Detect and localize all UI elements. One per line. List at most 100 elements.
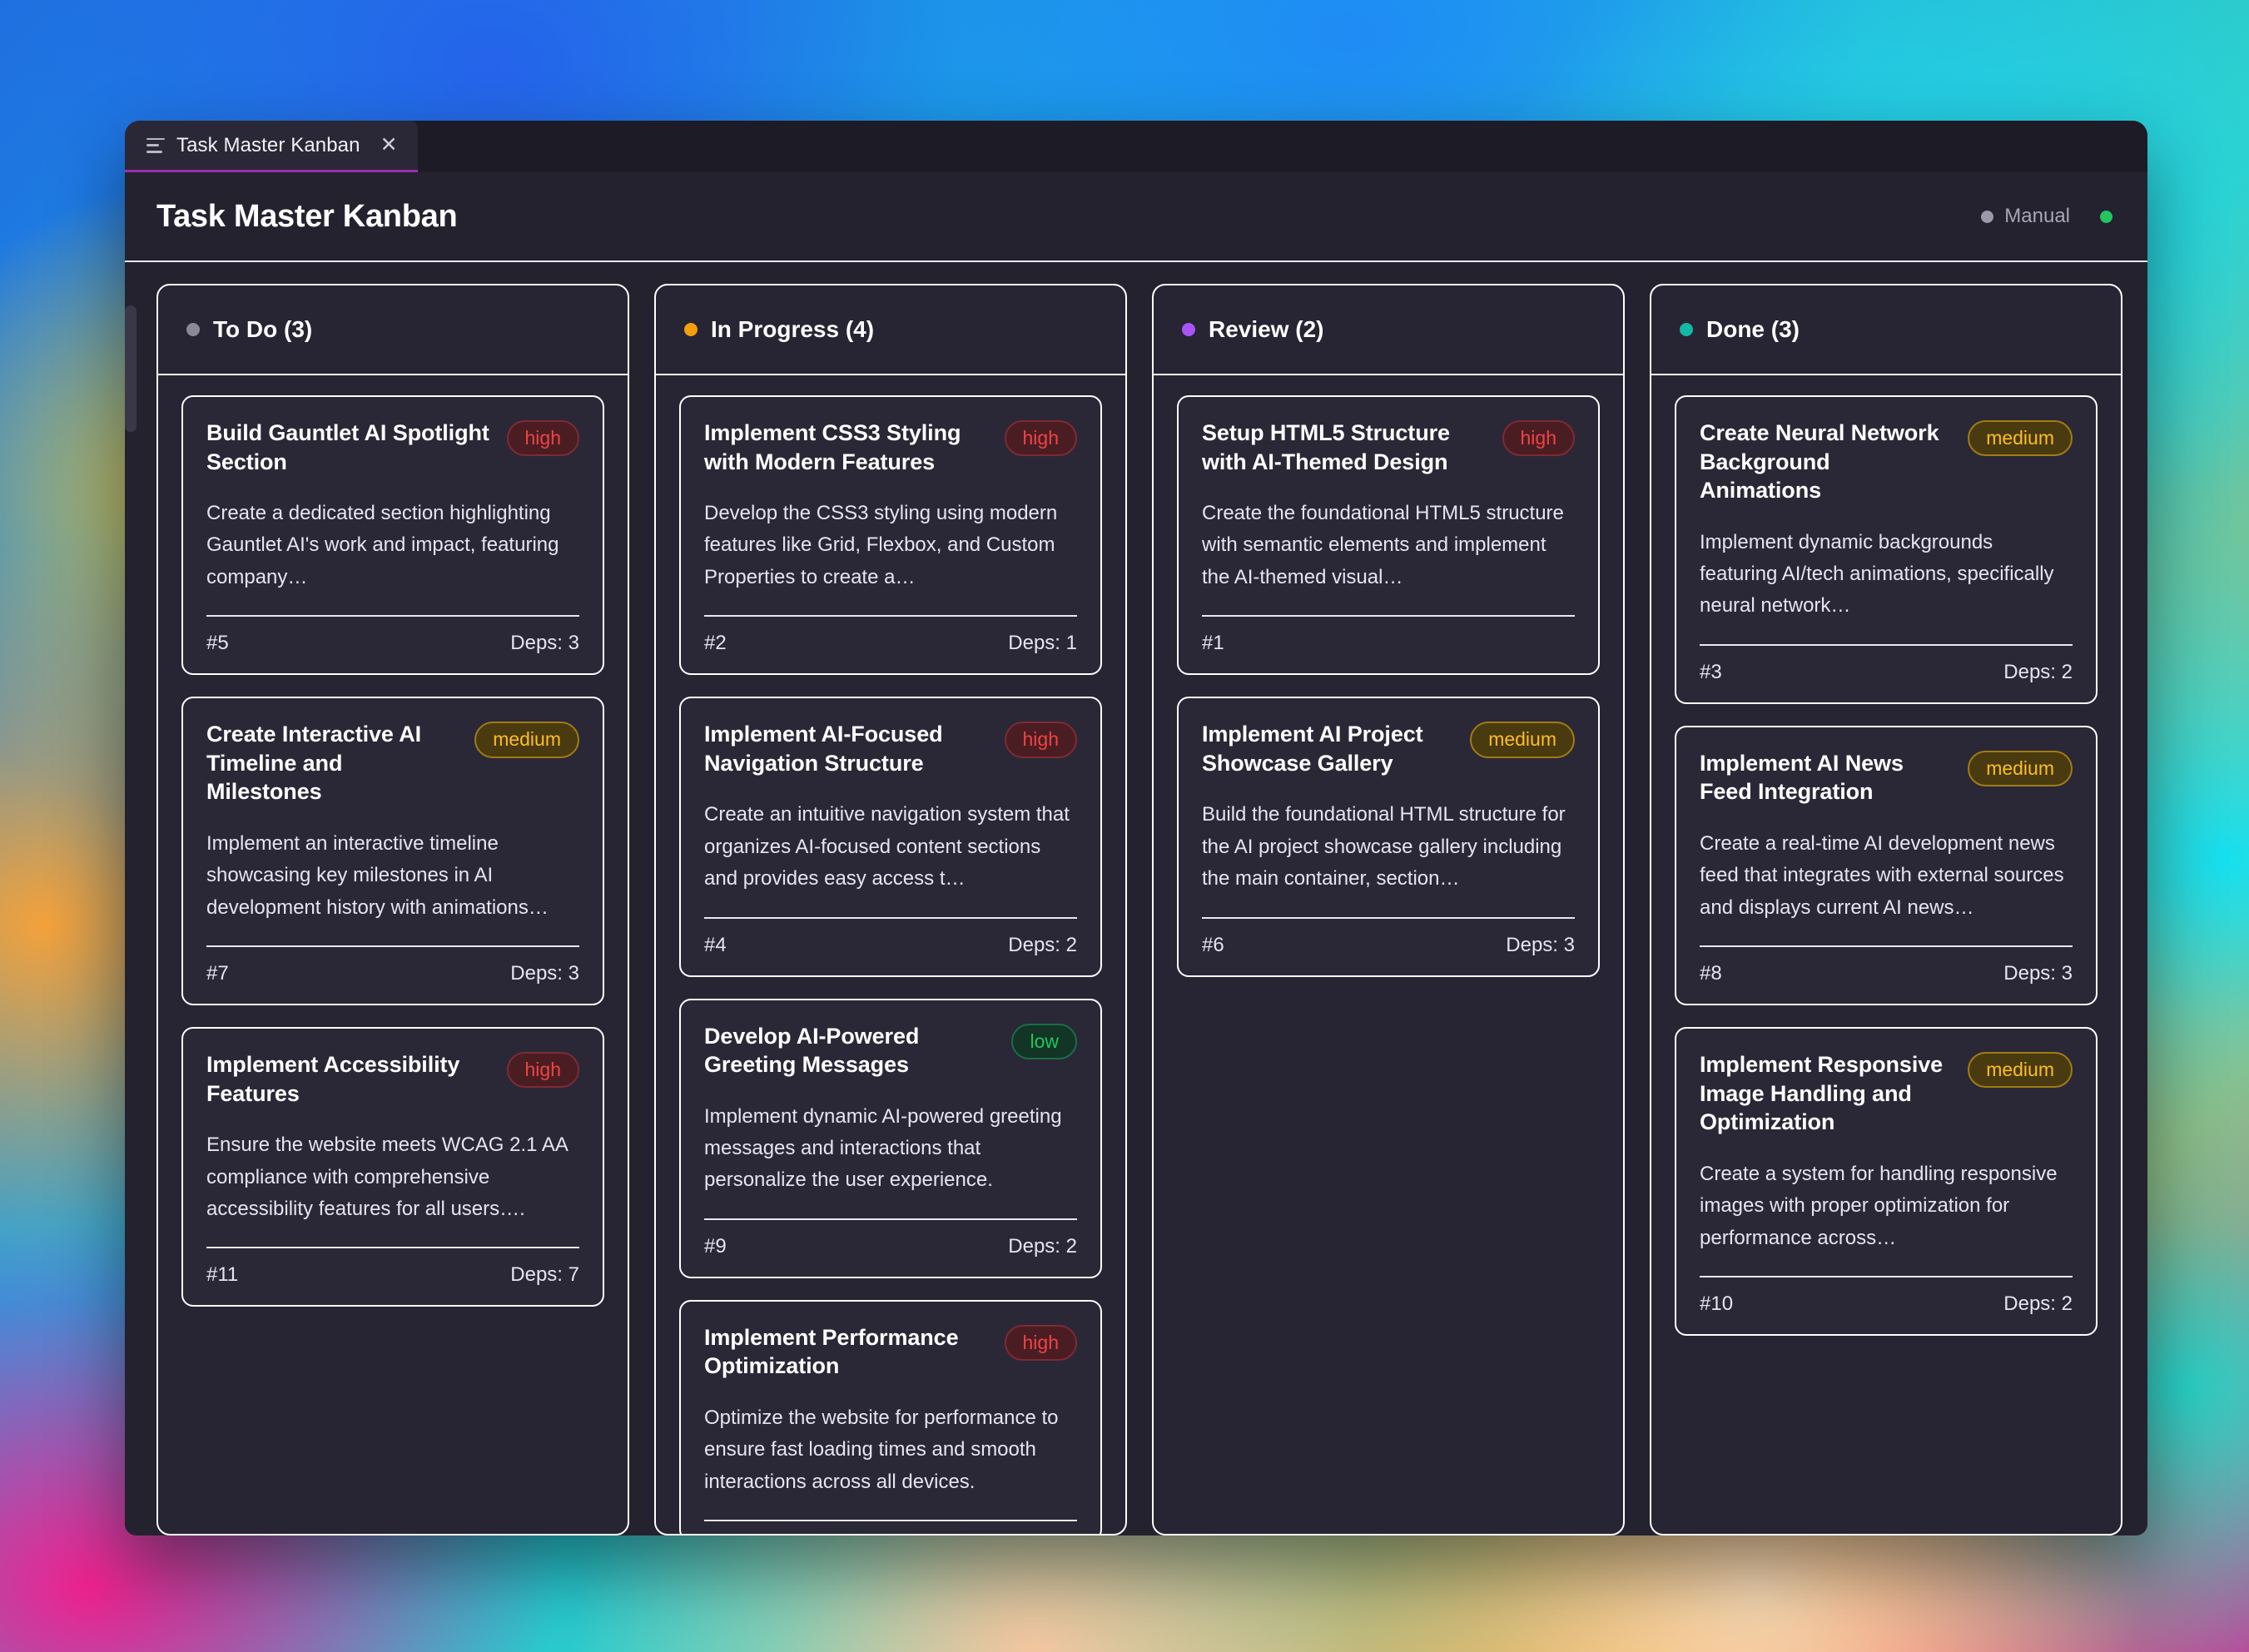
card-id: #2: [704, 632, 727, 655]
priority-badge: medium: [474, 722, 579, 758]
card-header: Create Neural Network Background Animati…: [1700, 419, 2073, 505]
card-divider: [1700, 1275, 2073, 1277]
header-actions: Manual: [1981, 205, 2112, 228]
card-header: Implement CSS3 Styling with Modern Featu…: [704, 419, 1077, 476]
task-card[interactable]: Create Interactive AI Timeline and Miles…: [181, 697, 604, 1006]
card-title: Implement AI News Feed Integration: [1700, 750, 1904, 805]
column-title: Done (3): [1706, 316, 1800, 342]
card-footer: #10 Deps: 2: [1700, 1292, 2073, 1316]
task-card[interactable]: Implement AI News Feed Integration medium…: [1675, 725, 2098, 1006]
card-title: Implement Accessibility Features: [206, 1052, 460, 1106]
card-divider: [206, 615, 579, 618]
card-id: #7: [206, 962, 229, 985]
task-card[interactable]: Develop AI-Powered Greeting Messages low I…: [679, 998, 1102, 1278]
kanban-column: To Do (3) Build Gauntlet AI Spotlight Sec…: [156, 284, 629, 1535]
card-description: Create a dedicated section highlighting …: [206, 502, 559, 588]
task-card[interactable]: Create Neural Network Background Animati…: [1675, 395, 2098, 704]
tab-task-master-kanban[interactable]: Task Master Kanban ✕: [125, 121, 418, 172]
card-footer: #3 Deps: 2: [1700, 661, 2073, 684]
task-card[interactable]: Build Gauntlet AI Spotlight Section high C…: [181, 395, 604, 676]
priority-badge: high: [1004, 1324, 1077, 1362]
card-footer: #4 Deps: 2: [704, 934, 1077, 957]
card-dependencies: Deps: 3: [2003, 962, 2073, 985]
page-title: Task Master Kanban: [156, 198, 458, 234]
connection-status-dot: [2100, 210, 2112, 223]
kanban-column: Review (2) Setup HTML5 Structure with AI-…: [1152, 284, 1625, 1535]
card-id: #11: [206, 1263, 239, 1287]
card-footer: #2 Deps: 1: [704, 632, 1077, 655]
card-header: Develop AI-Powered Greeting Messages low: [704, 1022, 1077, 1079]
card-footer: #7 Deps: 3: [206, 962, 579, 985]
mode-indicator[interactable]: Manual: [1981, 205, 2070, 228]
card-header: Implement AI-Focused Navigation Structur…: [704, 720, 1077, 777]
card-description: Optimize the website for performance to …: [704, 1406, 1059, 1493]
card-footer: #8 Deps: 3: [1700, 962, 2073, 985]
card-footer: #5 Deps: 3: [206, 632, 579, 655]
card-dependencies: Deps: 1: [1008, 632, 1077, 655]
priority-badge: low: [1011, 1023, 1077, 1059]
kanban-column: In Progress (4) Implement CSS3 Styling wi…: [654, 284, 1127, 1535]
column-status-dot: [1182, 323, 1195, 336]
card-id: #10: [1700, 1292, 1734, 1315]
card-header: Implement Responsive Image Handling and …: [1700, 1050, 2073, 1137]
card-divider: [1700, 643, 2073, 646]
card-description: Develop the CSS3 styling using modern fe…: [704, 502, 1058, 588]
card-header: Implement AI Project Showcase Gallery med…: [1202, 720, 1575, 777]
card-description: Build the foundational HTML structure fo…: [1202, 803, 1566, 890]
card-dependencies: Deps: 3: [1506, 933, 1575, 956]
card-description: Ensure the website meets WCAG 2.1 AA com…: [206, 1134, 568, 1220]
card-dependencies: Deps: 3: [510, 632, 579, 655]
card-title: Develop AI-Powered Greeting Messages: [704, 1023, 920, 1078]
priority-badge: high: [1004, 420, 1077, 457]
column-status-dot: [186, 323, 200, 336]
app-header: Task Master Kanban Manual: [125, 172, 2147, 262]
card-id: #5: [206, 632, 229, 655]
column-title: In Progress (4): [711, 316, 875, 342]
card-title: Build Gauntlet AI Spotlight Section: [206, 420, 489, 474]
priority-badge: medium: [1470, 722, 1575, 758]
card-footer: #9 Deps: 2: [704, 1235, 1077, 1258]
column-title: To Do (3): [213, 316, 313, 342]
card-header: Implement Performance Optimization high: [704, 1323, 1077, 1381]
priority-badge: medium: [1968, 1052, 2073, 1089]
card-description: Create the foundational HTML5 structure …: [1202, 502, 1564, 588]
task-card[interactable]: Setup HTML5 Structure with AI-Themed Des…: [1177, 395, 1600, 676]
card-description: Implement dynamic AI-powered greeting me…: [704, 1104, 1062, 1192]
task-card[interactable]: Implement CSS3 Styling with Modern Featu…: [679, 395, 1102, 676]
column-card-list: Implement CSS3 Styling with Modern Featu…: [656, 375, 1125, 1534]
card-header: Implement AI News Feed Integration medium: [1700, 749, 2073, 806]
task-card[interactable]: Implement Performance Optimization high Op…: [679, 1299, 1102, 1534]
card-dependencies: Deps: 2: [2003, 1292, 2073, 1315]
card-description: Create a system for handling responsive …: [1700, 1162, 2058, 1249]
app-window: Task Master Kanban ✕ Task Master Kanban …: [125, 121, 2147, 1535]
list-icon: [146, 137, 165, 153]
column-title: Review (2): [1209, 316, 1324, 342]
card-footer: #6 Deps: 3: [1202, 934, 1575, 957]
task-card[interactable]: Implement AI Project Showcase Gallery med…: [1177, 697, 1600, 977]
column-card-list: Create Neural Network Background Animati…: [1651, 375, 2121, 1356]
close-icon[interactable]: ✕: [380, 133, 398, 156]
card-divider: [1202, 615, 1575, 618]
task-card[interactable]: Implement Accessibility Features high Ensu…: [181, 1027, 604, 1307]
card-dependencies: Deps: 3: [510, 962, 579, 985]
column-card-list: Setup HTML5 Structure with AI-Themed Des…: [1154, 375, 1623, 997]
priority-badge: medium: [1968, 750, 2073, 787]
scrollbar-thumb[interactable]: [125, 305, 137, 432]
card-id: #1: [1202, 632, 1224, 655]
task-card[interactable]: Implement Responsive Image Handling and …: [1675, 1027, 2098, 1336]
card-title: Implement AI-Focused Navigation Structur…: [704, 722, 943, 776]
card-divider: [1202, 916, 1575, 919]
card-divider: [1700, 945, 2073, 948]
task-card[interactable]: Implement AI-Focused Navigation Structur…: [679, 697, 1102, 977]
card-title: Implement AI Project Showcase Gallery: [1202, 722, 1423, 776]
card-id: #9: [704, 1234, 727, 1258]
kanban-board: To Do (3) Build Gauntlet AI Spotlight Sec…: [125, 262, 2147, 1535]
column-card-list: Build Gauntlet AI Spotlight Section high C…: [158, 375, 628, 1327]
card-header: Build Gauntlet AI Spotlight Section high: [206, 419, 579, 476]
card-title: Create Neural Network Background Animati…: [1700, 420, 1939, 504]
priority-badge: high: [1502, 420, 1575, 457]
priority-badge: high: [506, 1052, 579, 1089]
column-header: Review (2): [1154, 285, 1623, 375]
card-divider: [704, 615, 1077, 618]
card-title: Implement CSS3 Styling with Modern Featu…: [704, 420, 961, 474]
